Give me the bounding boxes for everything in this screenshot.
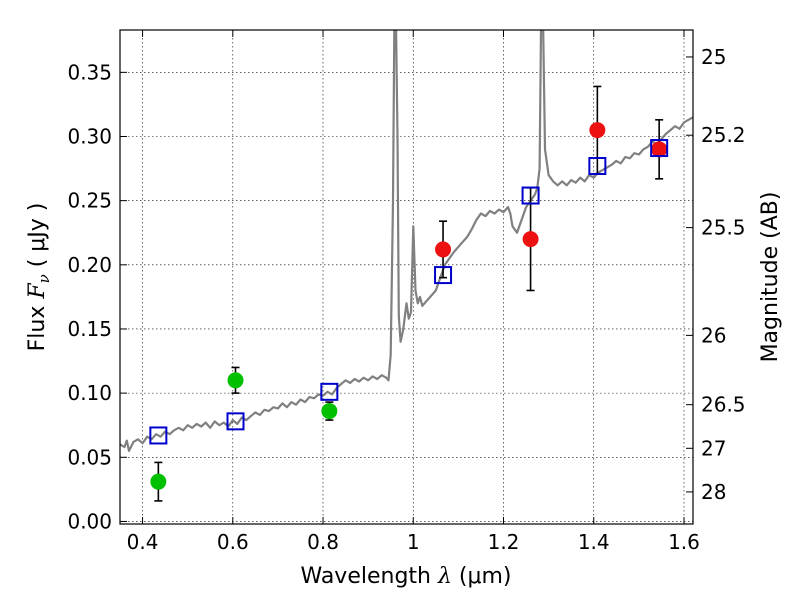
y-tick-label: 0.20 bbox=[67, 253, 112, 277]
observed-flux-point bbox=[150, 473, 167, 490]
y-axis-label-symbol: F bbox=[25, 283, 50, 300]
ticks: 0.4 0.6 0.8 1 1.2 1.4 1.6 0.00 0.05 0.10 0.15 0.20 0… bbox=[67, 30, 746, 554]
right-axis-label: Magnitude (AB) bbox=[758, 192, 783, 363]
observed-flux-point bbox=[227, 372, 244, 389]
x-tick-label: 1.4 bbox=[578, 530, 610, 554]
x-tick-label: 1.6 bbox=[668, 530, 700, 554]
y-tick-label: 0.25 bbox=[67, 189, 112, 213]
right-tick-label: 25.2 bbox=[701, 123, 746, 147]
model-flux-square bbox=[149, 426, 168, 445]
x-tick-label: 0.6 bbox=[217, 530, 249, 554]
right-tick-label: 28 bbox=[701, 480, 726, 504]
y-tick-label: 0.15 bbox=[67, 317, 112, 341]
model-flux-square bbox=[320, 382, 339, 401]
right-tick-label: 26.5 bbox=[701, 393, 746, 417]
observed-flux-point bbox=[435, 241, 452, 258]
model-flux-square bbox=[434, 266, 453, 285]
model-flux-square bbox=[521, 186, 540, 205]
observed-flux-point bbox=[522, 231, 539, 248]
x-tick-label: 0.8 bbox=[307, 530, 339, 554]
right-tick-label: 25 bbox=[701, 45, 726, 69]
observed-flux-point bbox=[589, 122, 606, 139]
x-axis-label-prefix: Wavelength bbox=[300, 564, 438, 589]
y-tick-label: 0.35 bbox=[67, 60, 112, 84]
x-tick-label: 0.4 bbox=[127, 530, 159, 554]
right-tick-label: 26 bbox=[701, 323, 726, 347]
y-axis-label-unit: ( μJy ) bbox=[25, 203, 50, 275]
y-axis-label-subscript: ν bbox=[35, 274, 53, 283]
right-tick-label: 27 bbox=[701, 436, 726, 460]
x-axis-label-symbol: λ bbox=[437, 564, 452, 589]
x-tick-label: 1 bbox=[407, 530, 420, 554]
right-tick-label: 25.5 bbox=[701, 216, 746, 240]
plot-area bbox=[120, 30, 693, 502]
observed-flux-point bbox=[321, 403, 338, 420]
x-axis-label-unit: (μm) bbox=[452, 564, 512, 589]
y-tick-label: 0.30 bbox=[67, 124, 112, 148]
y-tick-label: 0.10 bbox=[67, 381, 112, 405]
model-flux-square bbox=[588, 157, 607, 176]
observed-flux-point bbox=[651, 141, 668, 158]
model-flux-square bbox=[226, 412, 245, 431]
y-tick-label: 0.05 bbox=[67, 445, 112, 469]
grid bbox=[120, 30, 693, 524]
model-flux-square bbox=[650, 139, 669, 158]
y-axis-label: Flux Fν ( μJy ) bbox=[25, 203, 53, 352]
x-tick-label: 1.2 bbox=[488, 530, 520, 554]
x-axis-label: Wavelength λ (μm) bbox=[300, 564, 511, 589]
plot-frame bbox=[119, 29, 694, 525]
y-axis-label-prefix: Flux bbox=[25, 299, 50, 352]
model-spectrum-line bbox=[120, 30, 693, 452]
y-tick-label: 0.00 bbox=[67, 509, 112, 533]
